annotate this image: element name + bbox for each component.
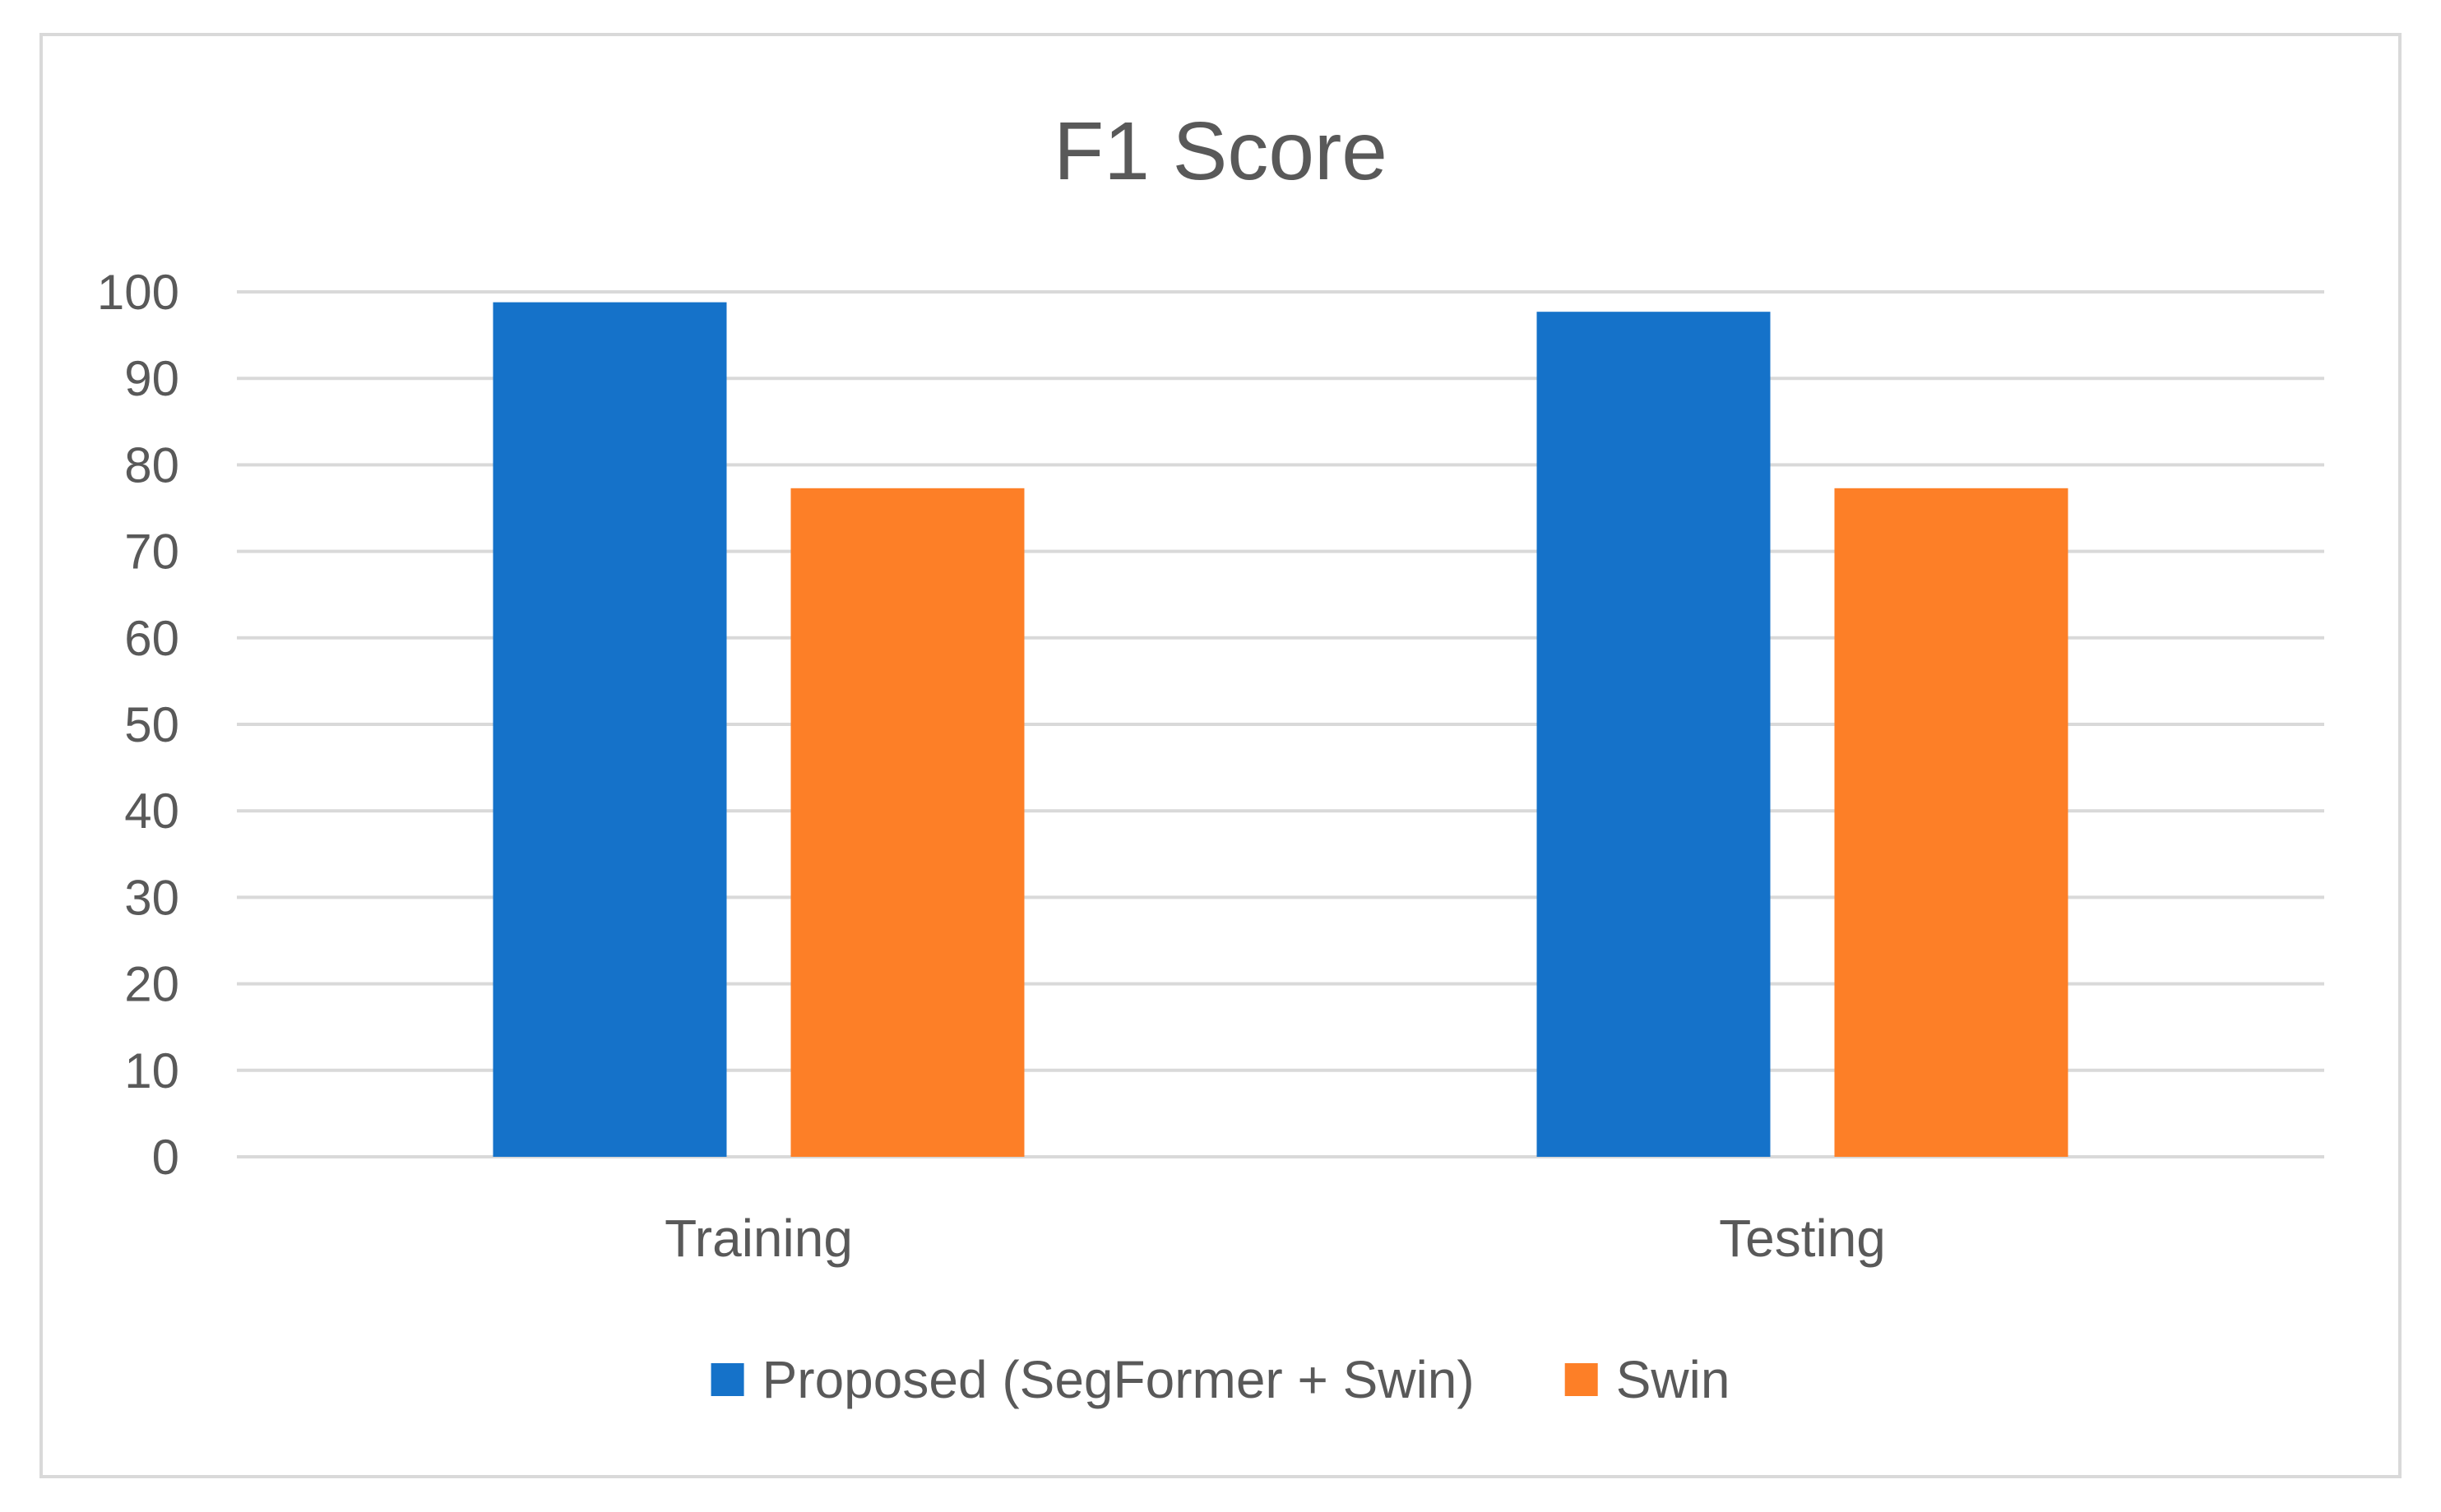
legend-swatch-1 <box>711 1363 744 1396</box>
y-tick-label-90: 90 <box>124 351 179 406</box>
y-tick-label-30: 30 <box>124 870 179 925</box>
legend-swatch-2 <box>1564 1363 1598 1396</box>
y-tick-label-80: 80 <box>124 437 179 492</box>
y-tick-label-50: 50 <box>124 697 179 752</box>
y-tick-label-60: 60 <box>124 611 179 666</box>
x-axis-category-labels: Training Testing <box>665 1209 1886 1268</box>
legend-label-1: Proposed (SegFormer + Swin) <box>762 1350 1475 1409</box>
y-tick-label-70: 70 <box>124 525 179 580</box>
category-label-testing: Testing <box>1719 1209 1886 1268</box>
legend: Proposed (SegFormer + Swin) Swin <box>711 1350 1730 1409</box>
y-tick-label-20: 20 <box>124 957 179 1012</box>
y-tick-label-0: 0 <box>152 1130 179 1185</box>
bar-testing-proposed <box>1536 312 1771 1157</box>
bars <box>493 302 2068 1157</box>
y-axis-tick-labels: 0 10 20 30 40 50 60 70 80 90 100 <box>97 265 179 1185</box>
legend-item-2: Swin <box>1564 1350 1730 1409</box>
bar-testing-swin <box>1834 488 2068 1157</box>
y-tick-label-40: 40 <box>124 784 179 839</box>
bar-training-swin <box>790 488 1025 1157</box>
legend-label-2: Swin <box>1616 1350 1730 1409</box>
y-tick-label-100: 100 <box>97 265 179 320</box>
legend-item-1: Proposed (SegFormer + Swin) <box>711 1350 1475 1409</box>
y-tick-label-10: 10 <box>124 1043 179 1098</box>
chart-title: F1 Score <box>1054 105 1387 197</box>
bar-training-proposed <box>493 302 727 1157</box>
category-label-training: Training <box>665 1209 853 1268</box>
